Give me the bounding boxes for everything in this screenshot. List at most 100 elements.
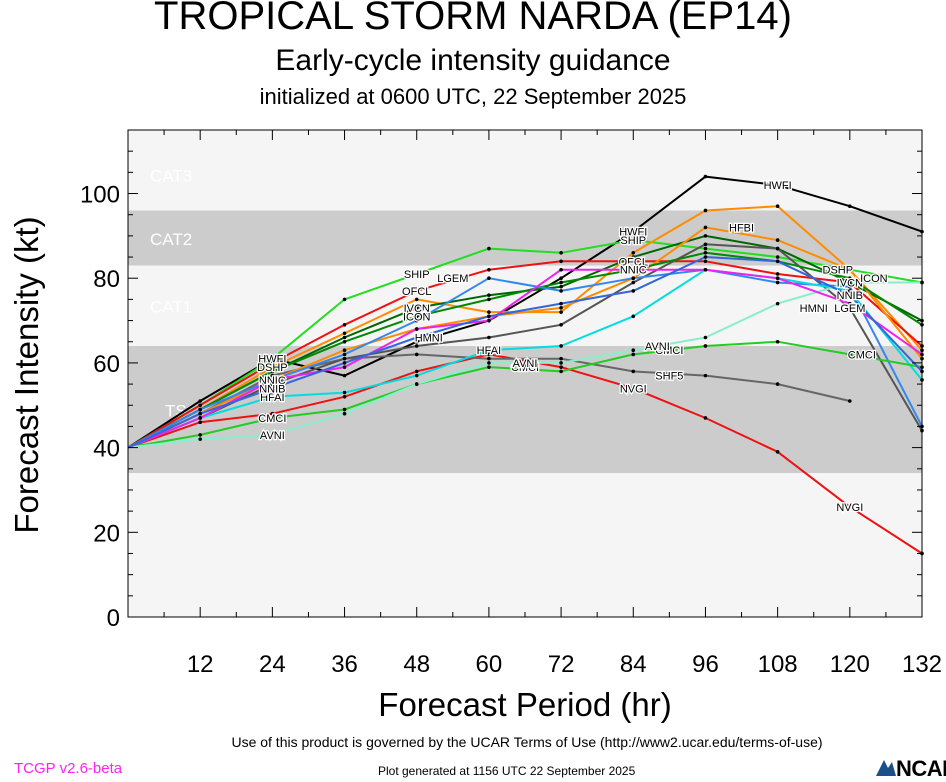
x-tick-label: 132 (902, 651, 942, 678)
series-line-cmci (127, 340, 923, 449)
point-avni (775, 301, 780, 306)
point-hwfi (414, 339, 419, 344)
point-nnib (414, 335, 419, 340)
point-icon (414, 314, 419, 319)
y-axis-label: Forecast Intensity (kt) (8, 216, 45, 533)
initialization-time: initialized at 0600 UTC, 22 September 20… (259, 84, 687, 109)
series-label-shf5: SHF5 (655, 371, 683, 383)
point-avni (848, 280, 852, 285)
point-ofcl (342, 323, 347, 327)
point-ivcn (342, 335, 347, 340)
point-hwfi (342, 373, 347, 378)
series-label-nnic: NNIC (259, 375, 286, 387)
point-ofcl (487, 267, 491, 272)
point-cmci (487, 365, 491, 369)
point-cmci (848, 352, 852, 357)
series-label-avni: AVNI (645, 341, 670, 353)
point-lgem (775, 280, 780, 285)
point-lgem (559, 289, 563, 293)
generated-timestamp: Plot generated at 1156 UTC 22 September … (378, 764, 636, 778)
point-avni (414, 382, 419, 386)
point-ship (775, 255, 780, 259)
series-label-hwfi: HWFI (258, 354, 286, 366)
ncar-logo: NCAR (876, 756, 946, 781)
point-hmni (775, 246, 780, 251)
series-label-nvgi: NVGI (836, 502, 863, 514)
band-label-cat3: CAT3 (150, 166, 192, 185)
point-cmci (631, 352, 636, 357)
x-tick-label: 72 (548, 651, 575, 678)
point-shf5 (631, 369, 636, 374)
series-label-avni: AVNI (260, 430, 285, 442)
point-shf5 (487, 356, 491, 361)
point-hmni (414, 344, 419, 348)
point-hfbi (775, 238, 780, 242)
point-hfai (848, 289, 852, 293)
point-nvgi (487, 352, 491, 357)
point-avni (559, 361, 563, 365)
x-tick-label: 12 (187, 651, 214, 678)
point-cmci (559, 369, 563, 374)
point-ship (414, 272, 419, 276)
series-label-ivcn: IVCN (404, 303, 430, 315)
y-tick-label: 100 (80, 182, 120, 209)
point-ivcn (559, 284, 563, 289)
series-label-hfai: HFAI (260, 392, 284, 404)
point-nnib (559, 301, 563, 306)
series-label-ivcn: IVCN (837, 277, 863, 289)
series-line-icon (127, 251, 923, 449)
series-label-cmci: CMCI (511, 362, 539, 374)
series-label-hwfi: HWFI (764, 180, 792, 192)
point-ship (487, 246, 491, 251)
point-hwfi (703, 174, 708, 179)
point-icon (487, 297, 491, 302)
point-avni (631, 348, 636, 353)
series-line-nnib (127, 256, 923, 449)
point-nnic (270, 378, 275, 382)
point-nnic (559, 267, 563, 272)
point-shf5 (270, 373, 275, 378)
point-ship (559, 251, 563, 255)
point-ivcn (703, 234, 708, 238)
model-labels: HWFI HWFI HWFI NVGI NVGI SHF5 SHIP SHIP DSHP DSHP… (256, 179, 889, 515)
point-hwfi (559, 276, 563, 281)
y-tick-label: 0 (107, 605, 120, 632)
band-label-cat1: CAT1 (150, 298, 192, 317)
series-label-icon: ICON (403, 311, 431, 323)
point-hfai (270, 394, 275, 399)
y-tick-label: 80 (93, 266, 120, 293)
model-lines (127, 174, 924, 556)
series-label-hwfi: HWFI (619, 227, 647, 239)
series-label-avni: AVNI (513, 358, 538, 370)
point-lgem (198, 407, 202, 412)
point-ofcl (703, 259, 708, 264)
chart-subtitle: Early-cycle intensity guidance (275, 44, 671, 77)
point-lgem (848, 284, 852, 289)
point-nnib (848, 293, 852, 297)
series-line-nnic (127, 268, 923, 449)
point-ofcl (270, 361, 275, 365)
y-tick-label: 60 (93, 351, 120, 378)
x-tick-label: 24 (259, 651, 286, 678)
series-line-nvgi (127, 353, 923, 555)
point-avni (198, 437, 202, 441)
point-ship (270, 356, 275, 361)
series-line-hfai (127, 268, 923, 449)
point-dshp (270, 365, 275, 369)
point-cmci (270, 416, 275, 420)
point-nnic (631, 267, 636, 272)
point-hwfi (198, 399, 202, 403)
point-ofcl (631, 259, 636, 264)
series-line-avni (127, 281, 922, 449)
point-nnib (342, 361, 347, 365)
point-hwfi (848, 204, 852, 209)
point-ivcn (487, 293, 491, 297)
point-ofcl (775, 272, 780, 276)
point-dshp (487, 310, 491, 314)
point-lgem (487, 276, 491, 281)
point-hfai (559, 344, 563, 348)
axes: 0 20 40 60 80 100 12 24 36 48 60 72 84 96 108 120 132 (80, 129, 942, 678)
point-hmni (487, 335, 491, 340)
point-nnic (487, 318, 491, 323)
x-tick-label: 96 (692, 651, 719, 678)
